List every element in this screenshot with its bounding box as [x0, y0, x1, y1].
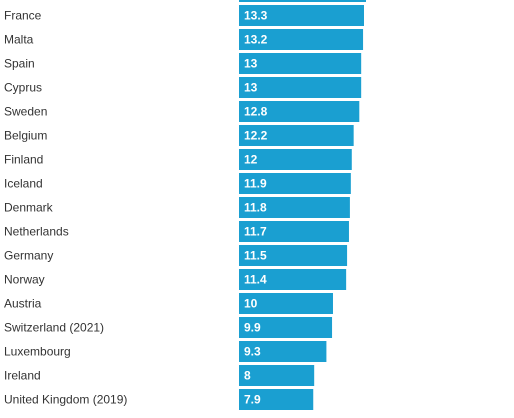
- value-label: 10: [244, 297, 258, 311]
- value-label: 13: [244, 81, 258, 95]
- category-label: Ireland: [4, 369, 41, 383]
- category-label: Luxembourg: [4, 345, 71, 359]
- bar: [239, 5, 364, 26]
- value-label: 8: [244, 369, 251, 383]
- value-label: 13.3: [244, 9, 268, 23]
- bar: [239, 317, 333, 338]
- value-label: 9.9: [244, 321, 261, 335]
- bar: [239, 221, 349, 242]
- bars-group: France 13.3 Malta 13.2 Spain 13 Cyprus 13 Sweden…: [4, 5, 364, 410]
- category-label: Switzerland (2021): [4, 321, 104, 335]
- category-label: Germany: [4, 249, 53, 263]
- bar: [239, 389, 314, 410]
- bar: [239, 245, 348, 266]
- category-label: Finland: [4, 153, 43, 167]
- category-label: Austria: [4, 297, 42, 311]
- category-label: Belgium: [4, 129, 47, 143]
- bar: [239, 29, 364, 50]
- value-label: 11.9: [244, 177, 267, 191]
- value-label: 12: [244, 153, 258, 167]
- category-label: Iceland: [4, 177, 43, 191]
- value-label: 11.7: [244, 225, 267, 239]
- category-label: Sweden: [4, 105, 47, 119]
- bar: [239, 341, 327, 362]
- category-label: Cyprus: [4, 81, 42, 95]
- value-label: 7.9: [244, 393, 261, 407]
- category-label: France: [4, 9, 42, 23]
- category-label: Netherlands: [4, 225, 69, 239]
- bar: [239, 149, 352, 170]
- category-label: Norway: [4, 273, 45, 287]
- value-label: 13.2: [244, 33, 268, 47]
- bar: [239, 197, 350, 218]
- value-label: 13: [244, 57, 258, 71]
- partial-bar-top: [239, 0, 366, 2]
- category-label: United Kingdom (2019): [4, 393, 127, 407]
- value-label: 12.2: [244, 129, 268, 143]
- bar: [239, 77, 362, 98]
- value-label: 12.8: [244, 105, 268, 119]
- value-label: 11.4: [244, 273, 267, 287]
- category-label: Spain: [4, 57, 35, 71]
- bar: [239, 125, 354, 146]
- bar: [239, 365, 315, 386]
- bar: [239, 293, 333, 314]
- bar: [239, 101, 360, 122]
- value-label: 9.3: [244, 345, 261, 359]
- bar: [239, 53, 362, 74]
- category-label: Malta: [4, 33, 34, 47]
- bar: [239, 173, 351, 194]
- category-label: Denmark: [4, 201, 54, 215]
- value-label: 11.5: [244, 249, 267, 263]
- bar: [239, 269, 347, 290]
- value-label: 11.8: [244, 201, 267, 215]
